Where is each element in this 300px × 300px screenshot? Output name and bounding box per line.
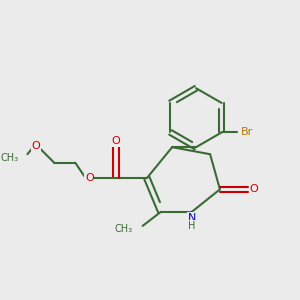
Text: CH₃: CH₃ (115, 224, 133, 234)
Text: H: H (188, 221, 196, 231)
Text: O: O (249, 184, 258, 194)
Text: Br: Br (241, 128, 253, 137)
Text: N: N (188, 213, 196, 223)
Text: O: O (32, 141, 40, 151)
Text: O: O (85, 173, 94, 183)
Text: O: O (112, 136, 120, 146)
Text: CH₃: CH₃ (1, 153, 19, 164)
